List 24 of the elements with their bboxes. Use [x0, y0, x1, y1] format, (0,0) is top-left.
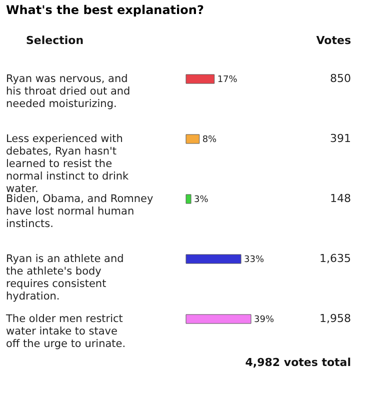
data-label: 39% — [254, 315, 274, 325]
y-tick-label: Less experienced with debates, Ryan hasn't learned to resist the normal instinct to drink water. — [6, 133, 130, 195]
y-tick-label: The older men restrict water intake to stave off the urge to urinate. — [5, 313, 126, 350]
text: Votes — [316, 34, 352, 47]
bar — [186, 74, 215, 84]
annotation: 4,982 votes total — [245, 356, 351, 369]
data-label: 33% — [244, 255, 264, 265]
chart-title: What's the best explanation? — [6, 3, 204, 17]
y-tick-label: Ryan was nervous, and his throat dried out and needed moisturizing. — [6, 73, 130, 110]
text: 391 — [330, 132, 351, 145]
bar — [186, 134, 200, 144]
bar — [186, 254, 242, 264]
y-axis-title: Selection — [26, 34, 84, 47]
data-label: 8% — [202, 135, 218, 145]
y-tick-label: Ryan is an athlete and the athlete's body requires consistent hydration. — [6, 253, 124, 302]
y-tick-label: Biden, Obama, and Romney have lost normal human instincts. — [6, 193, 154, 230]
text: 148 — [330, 192, 351, 205]
data-label: 17% — [217, 75, 238, 85]
bar — [186, 314, 252, 324]
text: 850 — [330, 72, 351, 85]
data-label: 3% — [194, 195, 209, 205]
text: 1,958 — [320, 312, 351, 325]
text: 1,635 — [320, 252, 351, 265]
bar — [186, 194, 192, 204]
